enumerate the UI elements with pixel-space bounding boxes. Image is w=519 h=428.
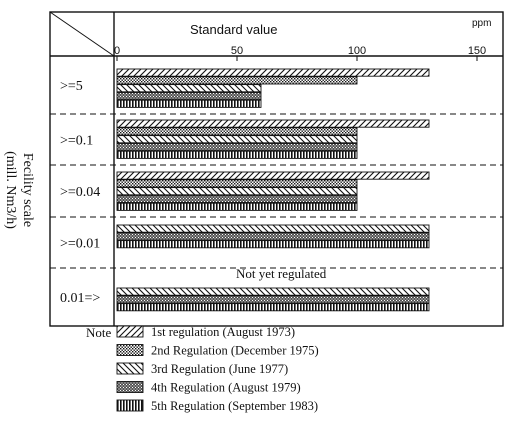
bar-diag-left	[116, 84, 262, 93]
bar-dense	[116, 194, 358, 204]
bar-diag-left	[116, 135, 358, 144]
y-axis-label-line2: (mill. Nm3/h)	[3, 151, 18, 229]
corner-diagonal	[49, 11, 115, 57]
legend-label: 2nd Regulation (December 1975)	[151, 344, 319, 358]
bar-diag-left	[116, 224, 430, 233]
legend-swatch	[116, 344, 144, 356]
bar-diag-right	[116, 171, 430, 180]
legend-swatch	[116, 399, 144, 412]
bar-vertical	[116, 150, 358, 159]
legend-label: 4th Regulation (August 1979)	[151, 381, 301, 395]
bar-dense	[116, 295, 430, 304]
unit-label: ppm	[472, 18, 491, 29]
chart-title: Standard value	[190, 22, 277, 37]
category-label: >=0.1	[60, 134, 93, 149]
category-labels: >=5 >=0.1 >=0.04 >=0.01 0.01=>	[60, 79, 100, 306]
x-tick-label: 150	[468, 45, 486, 57]
bar-diag-left	[116, 287, 430, 296]
bar-dots	[116, 76, 358, 85]
bar-dots	[116, 127, 358, 136]
legend-swatch	[116, 381, 144, 393]
category-separators	[50, 113, 503, 269]
category-label: >=0.04	[60, 185, 100, 200]
y-axis-label: Fecility scale (mill. Nm3/h)	[3, 151, 35, 229]
category-label: 0.01=>	[60, 291, 100, 306]
bar-vertical	[116, 303, 430, 312]
bar-diag-left	[116, 187, 358, 196]
bar-dense	[116, 232, 430, 241]
legend-swatch	[116, 325, 144, 338]
category-label: >=0.01	[60, 237, 100, 252]
bars	[116, 68, 430, 312]
legend: Note : 1st regulation (August 1973)2nd R…	[86, 325, 319, 413]
bar-dots	[116, 179, 358, 188]
legend-label: 5th Regulation (September 1983)	[151, 399, 318, 413]
x-tick-label: 0	[114, 45, 120, 57]
annotation-not-yet-regulated: Not yet regulated	[236, 266, 327, 281]
bar-dense	[116, 91, 262, 101]
x-tick-label: 100	[348, 45, 366, 57]
bar-vertical	[116, 99, 262, 108]
chart-frame	[49, 11, 504, 327]
bar-dense	[116, 142, 358, 152]
legend-title: Note	[86, 325, 112, 340]
bar-diag-right	[116, 68, 430, 77]
bar-vertical	[116, 240, 430, 249]
bar-diag-right	[116, 119, 430, 128]
legend-label: 1st regulation (August 1973)	[151, 325, 295, 339]
x-axis-ticks: 0 50 100 150	[114, 45, 486, 61]
y-axis-label-line1: Fecility scale	[20, 153, 35, 227]
x-tick-label: 50	[231, 45, 243, 57]
bar-vertical	[116, 202, 358, 211]
category-label: >=5	[60, 79, 83, 94]
legend-label: 3rd Regulation (June 1977)	[151, 362, 288, 376]
legend-swatch	[116, 362, 144, 375]
